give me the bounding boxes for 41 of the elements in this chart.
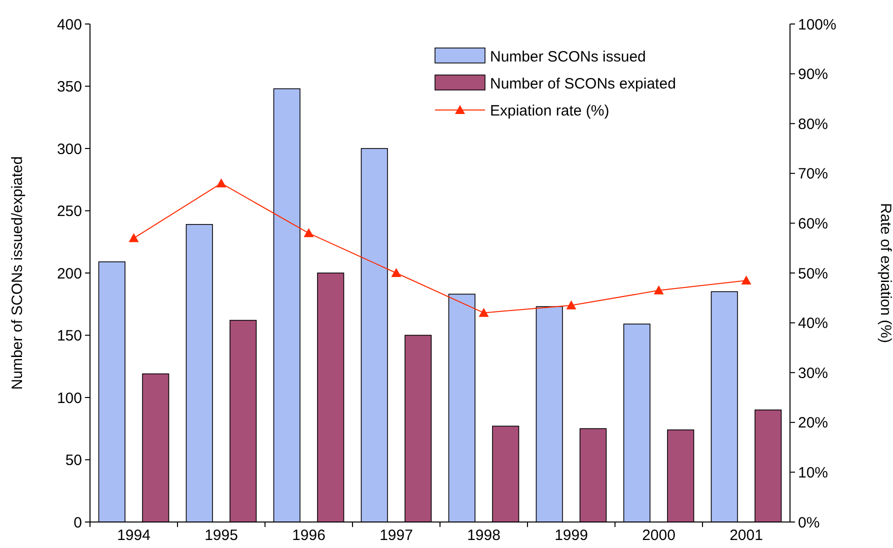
y-tick-label: 0 [74, 514, 82, 532]
y2-axis-title: Rate of expiation (%) [877, 202, 893, 344]
y-tick-label: 200 [56, 265, 82, 282]
y2-tick-label: 80% [798, 116, 828, 133]
x-tick-label: 1998 [467, 527, 500, 544]
point [654, 285, 664, 294]
x-tick-label: 1999 [554, 527, 588, 544]
y-tick-label: 350 [56, 78, 82, 96]
point [391, 268, 402, 277]
point [128, 233, 139, 242]
y-tick-label: 300 [56, 140, 82, 158]
y2-tick-label: 0% [798, 514, 820, 532]
point [741, 275, 752, 284]
point [566, 300, 576, 310]
y2-tick-label: 50% [798, 265, 828, 282]
y-tick-label: 400 [56, 16, 82, 34]
x-tick-label: 1994 [117, 527, 150, 544]
x-tick-label: 2000 [642, 527, 676, 544]
y2-tick-label: 100% [798, 16, 836, 34]
y2-tick-label: 70% [798, 166, 828, 183]
x-tick-label: 1995 [204, 527, 238, 544]
y-tick-label: 50 [65, 452, 82, 469]
point [304, 228, 314, 238]
x-tick-label: 1997 [380, 527, 413, 544]
y-tick-label: 100 [56, 390, 82, 407]
y-axis-title: Number of SCONs issued/expiated [9, 156, 26, 390]
legend-label: Expiation rate (%) [490, 102, 610, 120]
x-tick-label: 2001 [730, 527, 763, 544]
y2-tick-label: 40% [798, 315, 828, 332]
x-tick-label: 1996 [292, 527, 326, 544]
y2-tick-label: 30% [798, 364, 828, 382]
y2-tick-label: 20% [798, 414, 828, 432]
y2-tick-label: 60% [798, 215, 828, 232]
point [216, 178, 226, 188]
y2-tick-label: 10% [798, 464, 828, 482]
y2-tick-label: 90% [798, 66, 828, 84]
legend-label: Number SCONs issued [490, 48, 646, 66]
point [478, 308, 489, 317]
legend-label: Number of SCONs expiated [490, 75, 676, 92]
y-tick-label: 250 [56, 203, 82, 220]
y-tick-label: 150 [56, 328, 82, 344]
